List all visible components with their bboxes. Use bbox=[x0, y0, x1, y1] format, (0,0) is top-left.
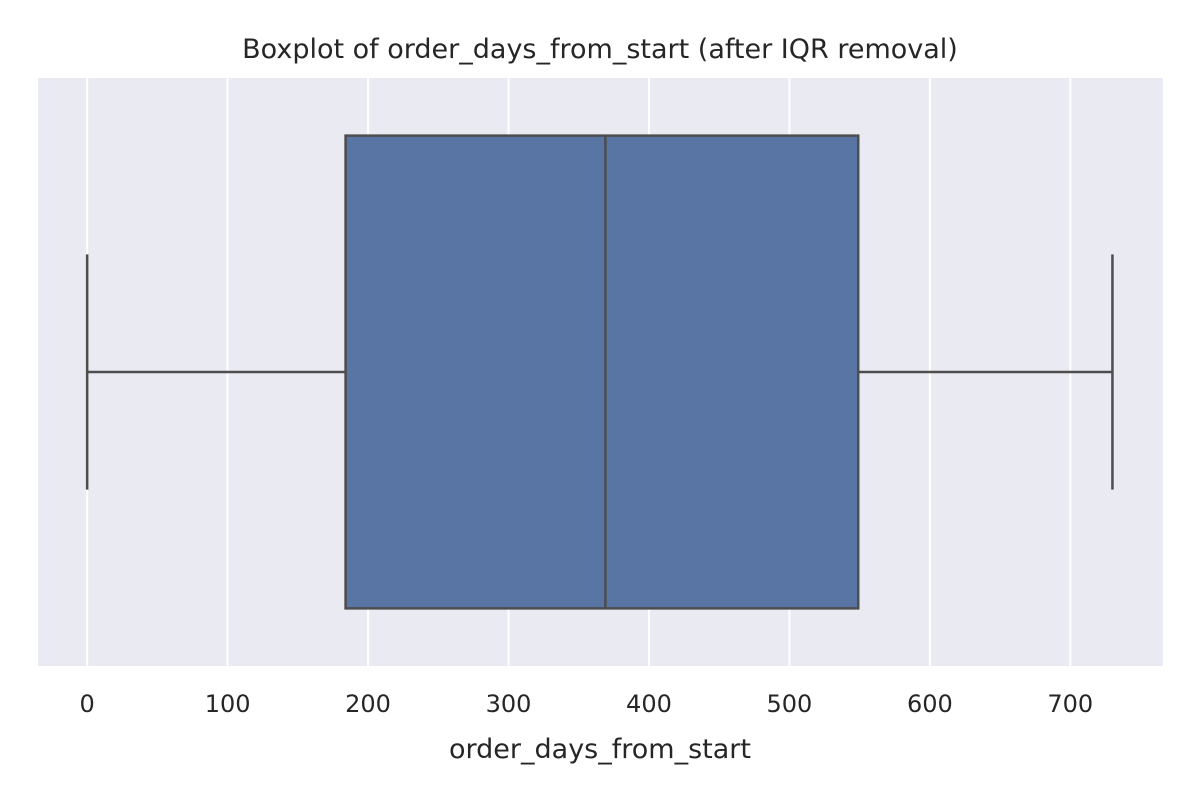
x-tick-label: 0 bbox=[80, 690, 95, 718]
x-tick-label: 400 bbox=[626, 690, 672, 718]
x-axis-label: order_days_from_start bbox=[449, 734, 751, 765]
x-tick-label: 600 bbox=[907, 690, 953, 718]
box-group bbox=[85, 134, 1114, 610]
interquartile-box bbox=[344, 134, 860, 610]
x-tick-labels: 0 100 200 300 400 500 600 700 bbox=[80, 690, 1094, 718]
x-tick-label: 300 bbox=[486, 690, 532, 718]
x-tick-label: 500 bbox=[766, 690, 812, 718]
x-tick-label: 100 bbox=[205, 690, 251, 718]
x-tick-label: 700 bbox=[1047, 690, 1093, 718]
x-tick-label: 200 bbox=[345, 690, 391, 718]
chart-title: Boxplot of order_days_from_start (after … bbox=[242, 34, 958, 65]
